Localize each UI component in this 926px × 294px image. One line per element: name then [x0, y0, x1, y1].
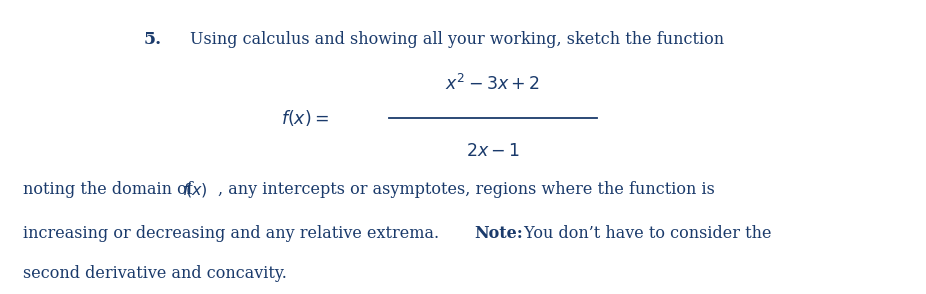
Text: $x^{2} - 3x + 2$: $x^{2} - 3x + 2$ — [445, 74, 540, 94]
Text: second derivative and concavity.: second derivative and concavity. — [23, 265, 287, 282]
Text: $2x - 1$: $2x - 1$ — [466, 143, 519, 160]
Text: $f(x) =$: $f(x) =$ — [281, 108, 329, 128]
Text: 5.: 5. — [144, 31, 162, 48]
Text: noting the domain of: noting the domain of — [23, 181, 198, 198]
Text: increasing or decreasing and any relative extrema.: increasing or decreasing and any relativ… — [23, 225, 449, 242]
Text: , any intercepts or asymptotes, regions where the function is: , any intercepts or asymptotes, regions … — [218, 181, 715, 198]
Text: Note:: Note: — [474, 225, 523, 242]
Text: $f\!\left(x\right)$: $f\!\left(x\right)$ — [182, 181, 208, 199]
Text: Using calculus and showing all your working, sketch the function: Using calculus and showing all your work… — [190, 31, 724, 48]
Text: You don’t have to consider the: You don’t have to consider the — [519, 225, 771, 242]
